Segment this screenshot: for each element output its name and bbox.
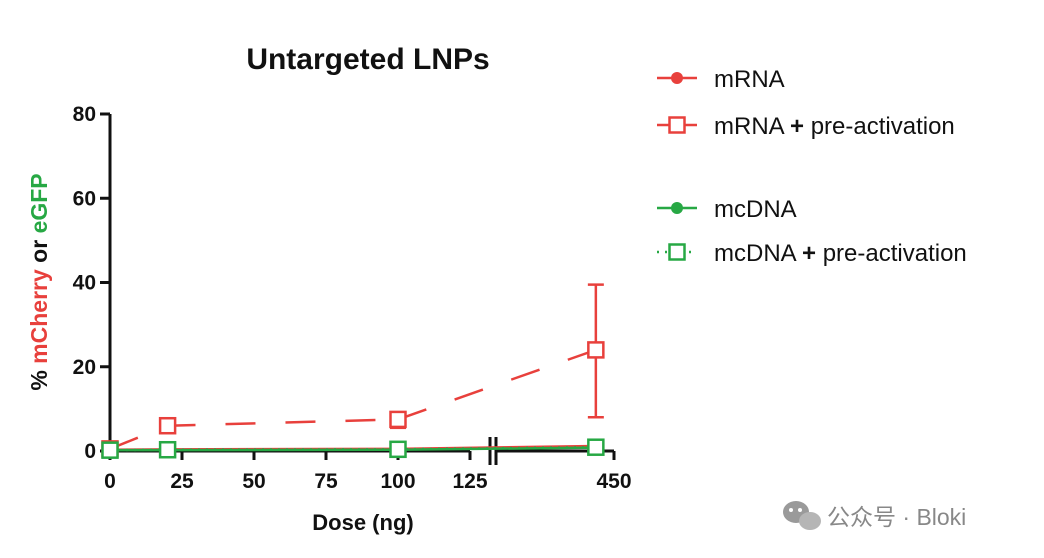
x-tick-label: 100 [380,470,415,493]
wechat-icon [783,501,821,530]
x-tick-label: 75 [314,470,338,493]
data-point [671,72,683,84]
legend-label-part: pre-activation [816,240,967,267]
y-tick-label: 80 [73,103,96,126]
data-point [389,440,407,459]
legend-item-3: mcDNA + pre-activation [657,240,967,267]
legend-item-0: mRNA [657,66,785,93]
watermark-text: 公众号 · Bloki [827,504,966,530]
legend-label-part: mcDNA [714,196,797,223]
series-1 [101,283,605,458]
y-tick-label: 20 [73,356,96,379]
data-point [389,410,407,429]
legend-label: mcDNA [714,196,797,223]
legend-label-part: mRNA [714,66,785,93]
legend-label-part: pre-activation [804,113,955,140]
y-axis-label-mcherry: mCherry [26,269,52,364]
series-layer [101,283,605,459]
x-tick-label: 25 [170,470,194,493]
x-tick-label: 50 [242,470,265,493]
data-point [587,438,605,456]
legend-label-part: + [802,240,816,267]
data-point [158,416,177,435]
legend-label: mRNA [714,66,785,93]
legend-label: mcDNA + pre-activation [714,240,967,267]
data-point [671,202,683,214]
y-axis-label-or: or [26,233,52,269]
data-point [101,441,119,459]
y-axis-label: % mCherry or eGFP [26,173,52,390]
x-axis-label: Dose (ng) [312,510,413,535]
series-line [109,418,399,451]
y-tick-label: 0 [84,440,96,463]
x-tick-label: 0 [104,470,116,493]
legend-item-1: mRNA + pre-activation [657,113,955,140]
y-axis-label-prefix: % [26,364,52,391]
y-tick-label: 60 [73,187,96,210]
x-tick-label: 450 [596,470,631,493]
data-point [587,341,605,359]
series-3 [101,438,605,459]
axes: 0 20 40 60 80 0 25 50 75 100 125 450 [73,103,632,493]
y-axis-label-egfp: eGFP [26,173,52,233]
data-point [668,243,686,261]
x-tick-label: 125 [452,470,487,493]
y-tick-label: 40 [73,272,96,295]
legend-label-part: mcDNA [714,240,802,267]
chart-title: Untargeted LNPs [246,43,489,76]
legend-item-2: mcDNA [657,196,797,223]
legend-label-part: mRNA [714,113,790,140]
legend-label-part: + [790,113,804,140]
watermark: 公众号 · Bloki [783,501,966,530]
series-line [397,445,596,451]
legend-label: mRNA + pre-activation [714,113,955,140]
data-point [158,440,177,459]
series-line [397,348,597,421]
data-point [668,116,686,134]
